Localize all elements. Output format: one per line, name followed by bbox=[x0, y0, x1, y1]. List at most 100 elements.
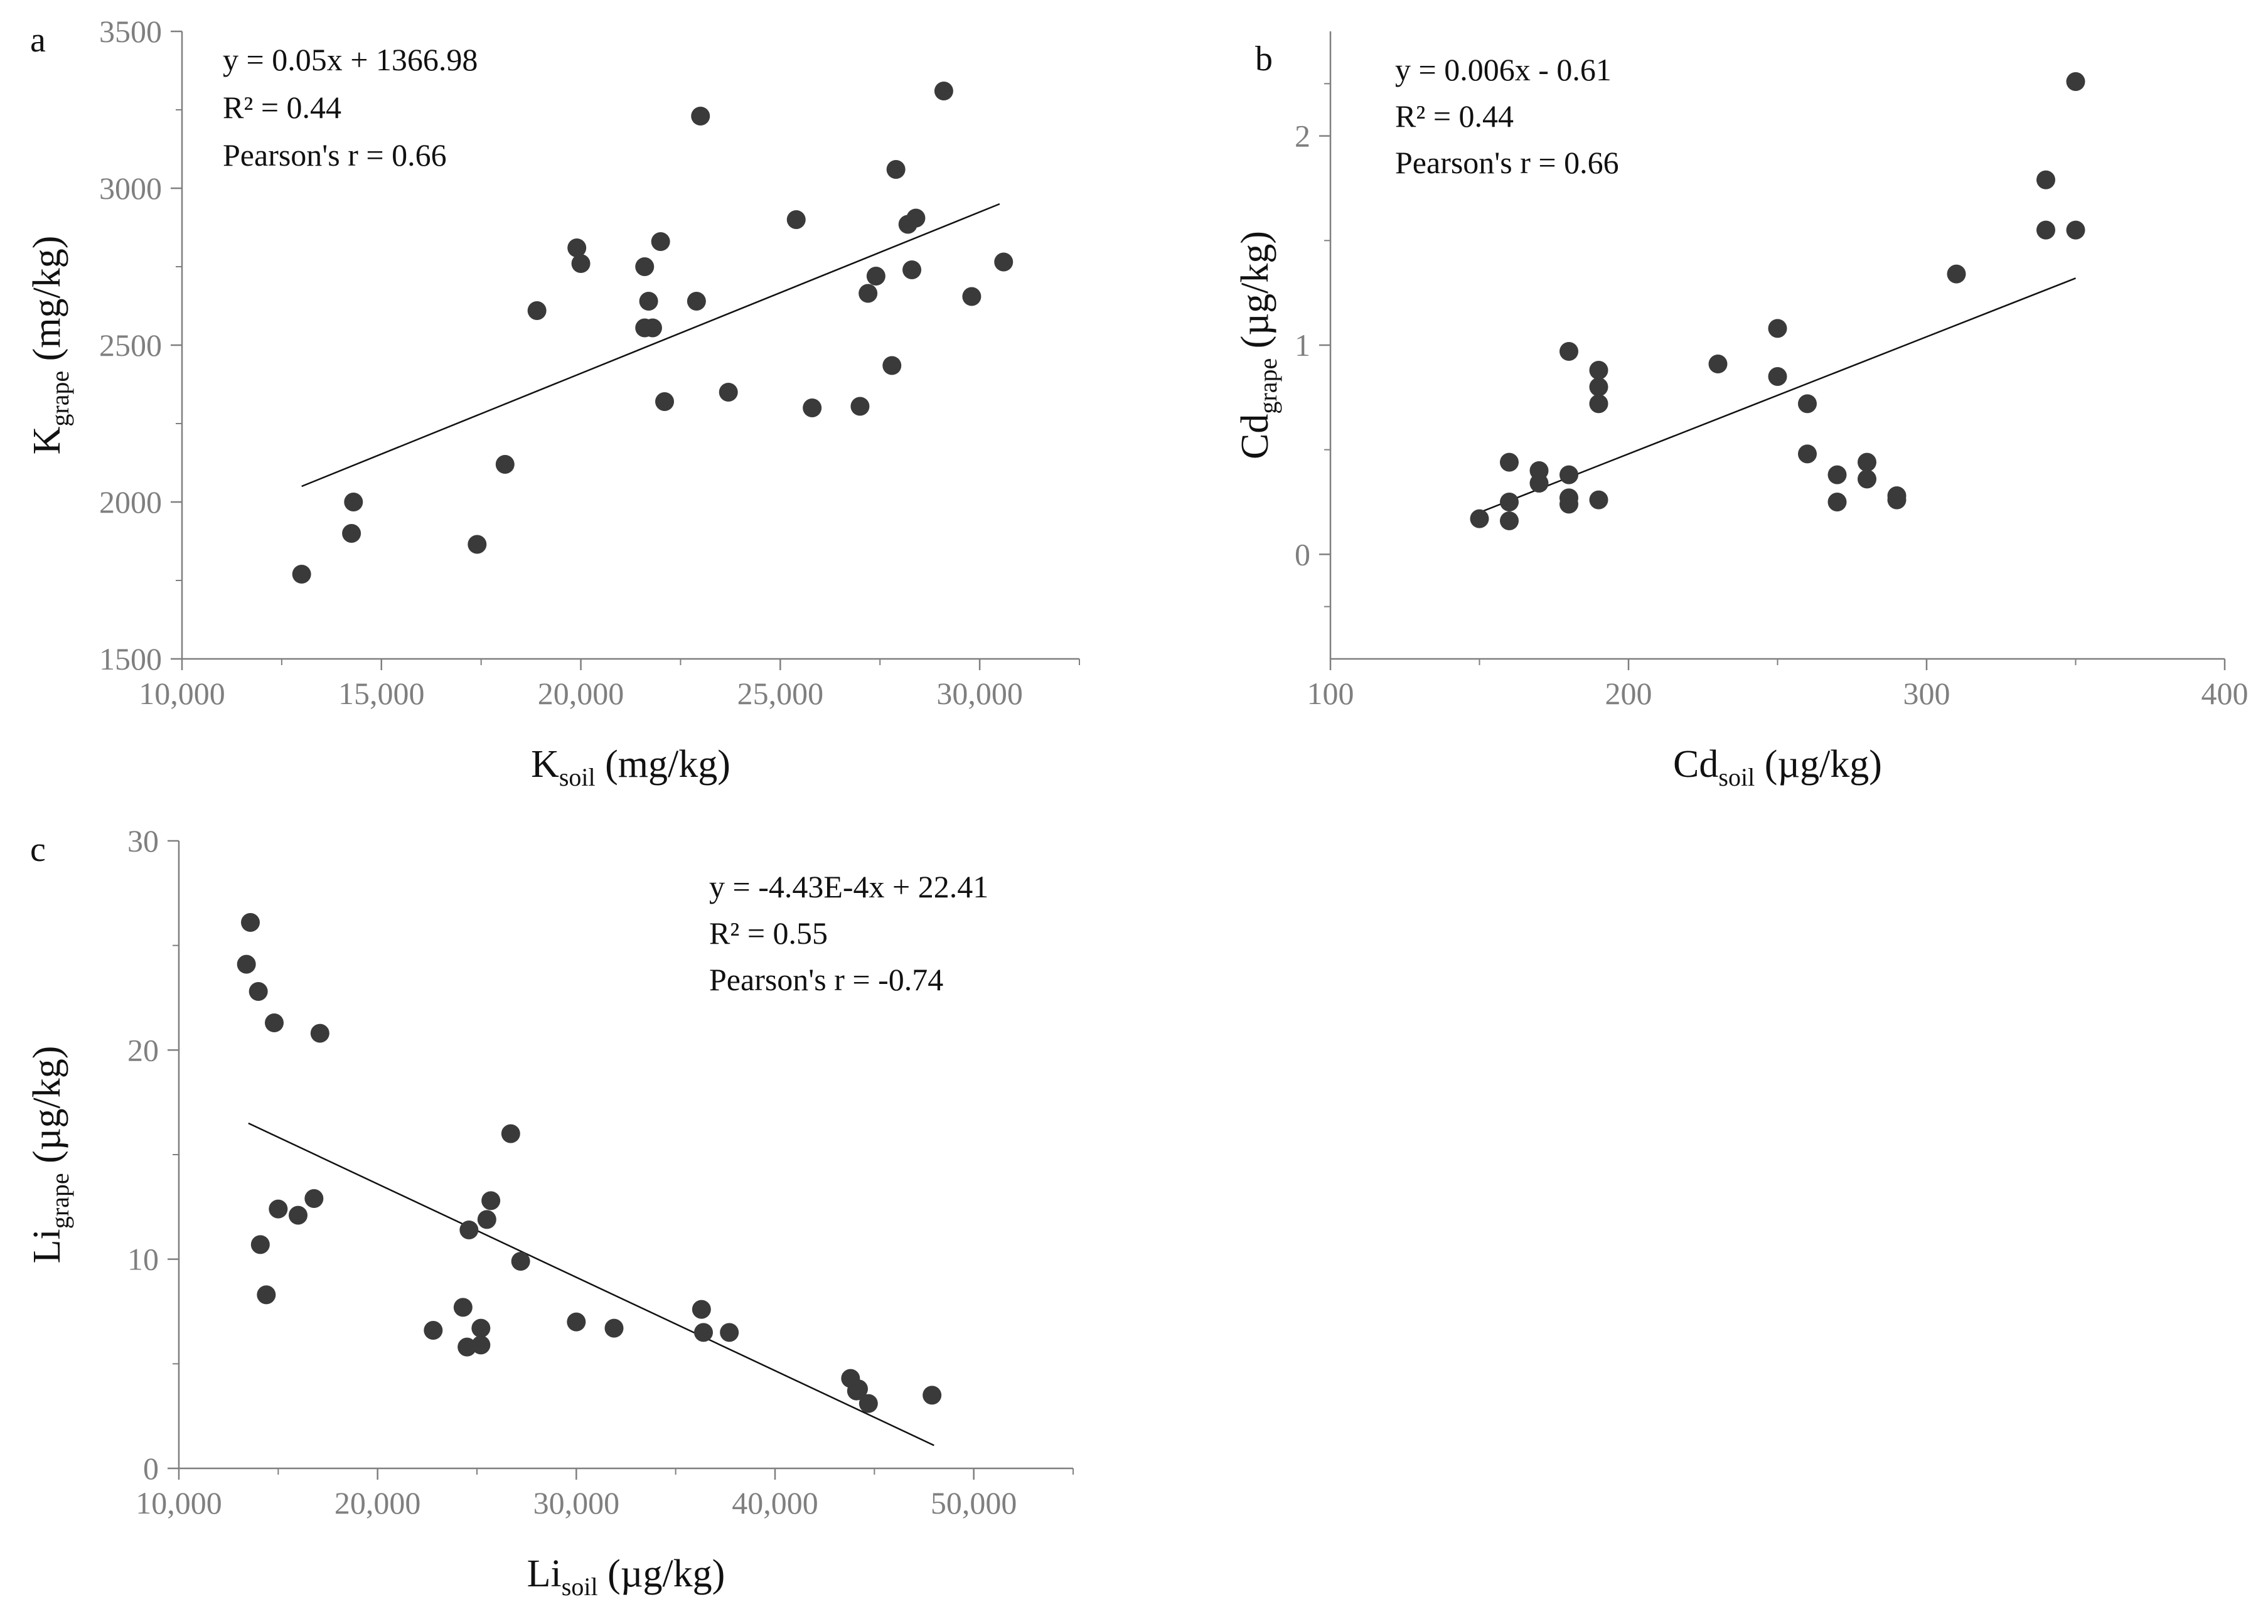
data-point bbox=[1529, 461, 1549, 480]
data-point bbox=[1858, 469, 1876, 489]
y-tick-label: 30 bbox=[127, 823, 159, 858]
data-point bbox=[292, 565, 311, 584]
data-point bbox=[459, 1221, 479, 1239]
data-point bbox=[1708, 355, 1728, 373]
data-point bbox=[1589, 361, 1608, 380]
data-point bbox=[1827, 493, 1847, 511]
data-point bbox=[906, 208, 926, 228]
regression-annotation: y = 0.05x + 1366.98 bbox=[223, 42, 478, 77]
data-point bbox=[567, 1312, 586, 1332]
data-point bbox=[639, 292, 658, 311]
x-axis-label: Ksoil (mg/kg) bbox=[531, 743, 730, 791]
y-tick-label: 1500 bbox=[99, 641, 162, 676]
data-point bbox=[2036, 220, 2055, 240]
y-tick-label: 2 bbox=[1295, 119, 1310, 154]
regression-annotation: Pearson's r = 0.66 bbox=[1395, 145, 1619, 180]
data-point bbox=[719, 383, 738, 402]
panel-letter: c bbox=[30, 830, 46, 869]
data-point bbox=[1858, 452, 1876, 472]
data-point bbox=[643, 318, 662, 338]
data-point bbox=[304, 1189, 324, 1208]
x-tick-label: 100 bbox=[1307, 676, 1354, 711]
data-point bbox=[1470, 509, 1489, 528]
data-point bbox=[849, 1379, 868, 1399]
data-point bbox=[886, 160, 906, 179]
x-tick-label: 400 bbox=[2201, 676, 2249, 711]
panel-letter: a bbox=[30, 21, 46, 60]
data-point bbox=[694, 1323, 713, 1342]
data-point bbox=[994, 252, 1014, 272]
y-tick-label: 0 bbox=[143, 1451, 159, 1486]
data-point bbox=[477, 1210, 496, 1229]
data-point bbox=[859, 1394, 878, 1413]
data-point bbox=[289, 1205, 308, 1225]
data-point bbox=[265, 1013, 284, 1032]
data-point bbox=[655, 392, 675, 411]
data-point bbox=[850, 397, 870, 416]
data-point bbox=[471, 1335, 491, 1355]
data-point bbox=[1768, 319, 1787, 338]
data-point bbox=[1887, 486, 1907, 505]
data-point bbox=[453, 1298, 473, 1317]
regression-annotation: Pearson's r = -0.74 bbox=[709, 962, 943, 997]
data-point bbox=[687, 292, 706, 311]
y-tick-label: 2500 bbox=[99, 328, 162, 363]
data-point bbox=[859, 284, 878, 303]
y-axis-label: Cdgrape (µg/kg) bbox=[1234, 231, 1282, 459]
data-point bbox=[527, 301, 547, 320]
data-point bbox=[882, 356, 902, 375]
x-tick-label: 50,000 bbox=[931, 1485, 1017, 1520]
x-tick-label: 200 bbox=[1605, 676, 1652, 711]
x-tick-label: 300 bbox=[1903, 676, 1950, 711]
data-point bbox=[1798, 444, 1817, 464]
data-point bbox=[691, 107, 710, 126]
x-tick-label: 20,000 bbox=[538, 676, 624, 711]
chart-panel-a: 1500 2000 2500 3000 3500 10,000 15,000 20,000 25… bbox=[26, 14, 1080, 791]
data-point bbox=[481, 1191, 501, 1210]
data-point bbox=[1559, 488, 1578, 508]
data-point bbox=[1559, 465, 1578, 484]
data-point bbox=[1947, 264, 1966, 284]
x-tick-label: 25,000 bbox=[737, 676, 824, 711]
y-tick-label: 3500 bbox=[99, 14, 162, 49]
y-axis-label: Kgrape (mg/kg) bbox=[26, 236, 74, 455]
regression-annotation: R² = 0.55 bbox=[709, 916, 828, 951]
data-point bbox=[1589, 377, 1608, 397]
data-point bbox=[511, 1252, 530, 1271]
data-point bbox=[866, 267, 885, 286]
data-point bbox=[1827, 465, 1847, 484]
data-point bbox=[2036, 170, 2055, 190]
fit-line bbox=[301, 203, 1000, 488]
data-point bbox=[237, 954, 256, 974]
data-point bbox=[2066, 220, 2085, 240]
data-point bbox=[2066, 72, 2085, 91]
y-tick-label: 1 bbox=[1295, 328, 1310, 363]
y-axis-label: Ligrape (µg/kg) bbox=[26, 1046, 74, 1264]
data-point bbox=[249, 982, 268, 1001]
data-point bbox=[471, 1318, 491, 1338]
x-tick-label: 30,000 bbox=[936, 676, 1023, 711]
y-tick-label: 10 bbox=[127, 1242, 159, 1277]
data-point bbox=[1559, 342, 1578, 361]
regression-annotation: y = 0.006x - 0.61 bbox=[1395, 52, 1612, 87]
x-tick-label: 10,000 bbox=[139, 676, 225, 711]
data-point bbox=[923, 1386, 942, 1405]
data-point bbox=[1798, 394, 1817, 414]
data-point bbox=[457, 1337, 477, 1357]
data-point bbox=[241, 913, 260, 932]
regression-annotation: R² = 0.44 bbox=[223, 90, 341, 125]
regression-annotation: R² = 0.44 bbox=[1395, 99, 1514, 134]
x-tick-label: 20,000 bbox=[334, 1485, 421, 1520]
panel-letter: b bbox=[1255, 40, 1273, 78]
data-point bbox=[1500, 511, 1519, 530]
y-tick-label: 2000 bbox=[99, 484, 162, 520]
data-point bbox=[1768, 367, 1787, 386]
chart-panel-c: 0 10 20 30 10,000 20,000 30,000 40,000 50,000 Lis… bbox=[26, 823, 1074, 1601]
fit-line bbox=[248, 1122, 934, 1446]
x-tick-label: 15,000 bbox=[338, 676, 425, 711]
data-point bbox=[468, 535, 487, 554]
x-axis-label: Cdsoil (µg/kg) bbox=[1673, 743, 1882, 791]
